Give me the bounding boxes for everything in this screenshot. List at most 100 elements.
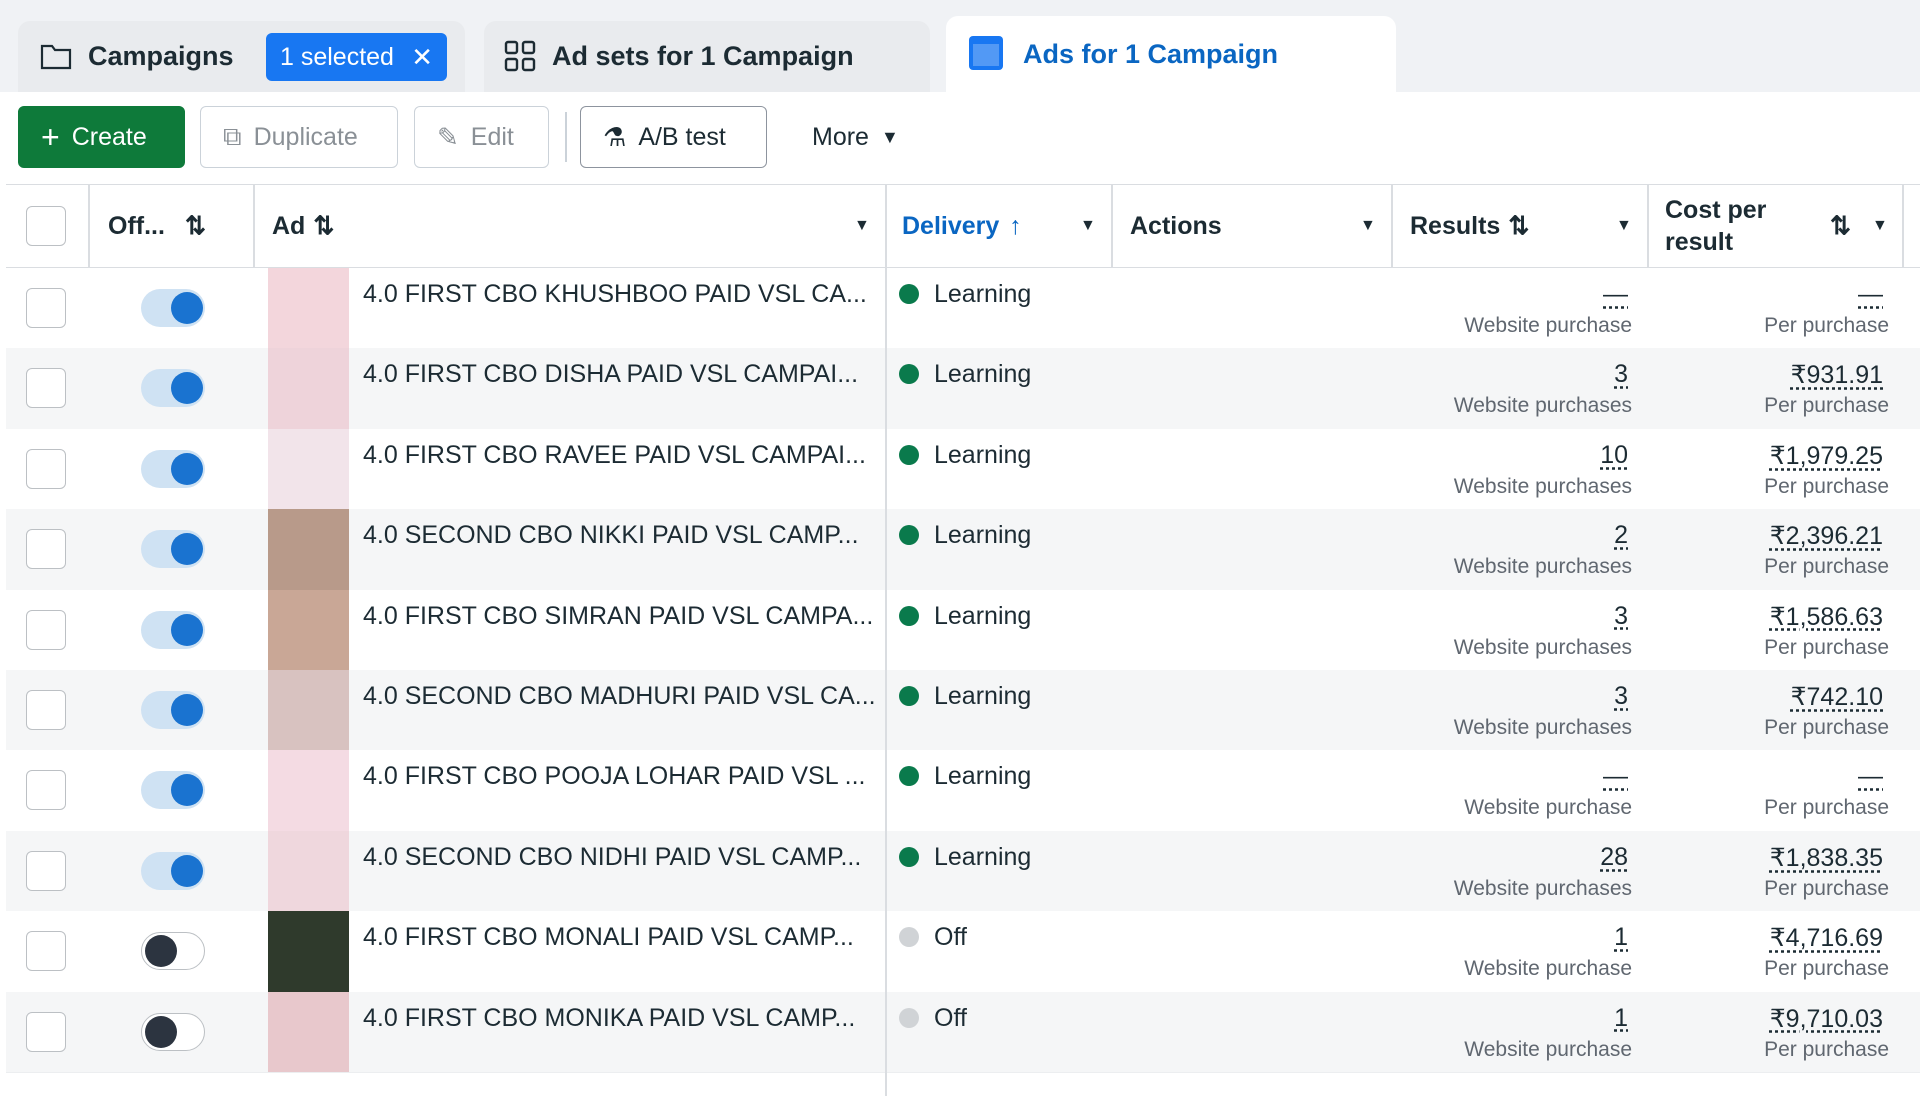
row-checkbox[interactable]: [26, 1011, 66, 1052]
edit-button[interactable]: ✎ Edit: [414, 106, 549, 168]
ad-name[interactable]: 4.0 SECOND CBO MADHURI PAID VSL CA...: [363, 682, 876, 710]
dropdown[interactable]: ▼: [1872, 217, 1888, 234]
results[interactable]: 3: [1614, 682, 1628, 710]
results[interactable]: —: [1603, 762, 1628, 791]
results[interactable]: 3: [1614, 601, 1628, 630]
dropdown[interactable]: ▼: [1616, 217, 1632, 234]
tab[interactable]: [484, 21, 930, 92]
row-checkbox[interactable]: [26, 368, 66, 409]
thumbnail: [268, 589, 349, 670]
column-divider: [1647, 184, 1649, 268]
cost-label: Per purchase: [1764, 716, 1889, 739]
row-checkbox[interactable]: [26, 770, 66, 811]
ad-name[interactable]: 4.0 SECOND CBO NIDHI PAID VSL CAMP...: [363, 842, 862, 871]
row-checkbox[interactable]: [26, 931, 66, 972]
status-dot: [899, 605, 919, 626]
tab-active[interactable]: [946, 16, 1396, 92]
ad-name[interactable]: 4.0 SECOND CBO NIKKI PAID VSL CAMP...: [363, 521, 859, 550]
column-header[interactable]: Results ⇅: [1410, 211, 1530, 241]
column-divider: [88, 184, 90, 268]
toggle-knob: [171, 613, 203, 646]
ad-name[interactable]: 4.0 FIRST CBO KHUSHBOO PAID VSL CA...: [363, 280, 867, 308]
status-dot: [899, 525, 919, 546]
toggle-knob: [145, 1015, 177, 1048]
header-text: Ad: [272, 211, 306, 240]
dropdown[interactable]: ▼: [854, 217, 870, 234]
cost[interactable]: ₹931.91: [1790, 361, 1883, 390]
cost[interactable]: ₹1,586.63: [1769, 602, 1883, 631]
header-text: Actions: [1130, 211, 1222, 240]
cost[interactable]: ₹9,710.03: [1769, 1004, 1883, 1033]
cost-label: Per purchase: [1764, 796, 1889, 820]
row-checkbox[interactable]: [26, 529, 66, 570]
cost[interactable]: ₹2,396.21: [1769, 522, 1883, 551]
header-text: Cost per result: [1665, 196, 1767, 256]
delivery: Learning: [934, 360, 1032, 389]
ad-name[interactable]: 4.0 FIRST CBO RAVEE PAID VSL CAMPAI...: [363, 440, 866, 469]
duplicate-button[interactable]: ⧉ Duplicate: [200, 106, 398, 168]
toggle-knob: [171, 452, 203, 485]
cost[interactable]: ₹1,838.35: [1769, 843, 1883, 872]
cost[interactable]: —: [1858, 280, 1883, 308]
row-checkbox[interactable]: [26, 448, 66, 489]
toggle-knob: [145, 935, 177, 968]
thumbnail: [268, 509, 349, 590]
results[interactable]: 2: [1614, 521, 1628, 550]
column-header[interactable]: Off... ⇅: [108, 211, 206, 241]
toggle-knob: [171, 774, 203, 807]
create-button[interactable]: + Create: [18, 106, 185, 168]
cost-label: Per purchase: [1764, 876, 1889, 900]
button-label: A/B test: [638, 122, 726, 151]
results[interactable]: 1: [1614, 923, 1628, 952]
row-checkbox[interactable]: [26, 850, 66, 891]
selected-badge[interactable]: 1 selected ✕: [266, 33, 447, 81]
results[interactable]: 10: [1600, 440, 1628, 469]
results[interactable]: 1: [1614, 1003, 1628, 1032]
status-dot: [899, 846, 919, 867]
cost[interactable]: —: [1858, 762, 1883, 791]
ad-name[interactable]: 4.0 FIRST CBO POOJA LOHAR PAID VSL ...: [363, 762, 866, 791]
results-label: Website purchases: [1453, 394, 1632, 418]
column-header[interactable]: Delivery ↑: [902, 211, 1022, 240]
ad-name[interactable]: 4.0 FIRST CBO DISHA PAID VSL CAMPAI...: [363, 360, 859, 389]
cost[interactable]: ₹742.10: [1790, 683, 1883, 711]
ad-name[interactable]: 4.0 FIRST CBO MONALI PAID VSL CAMP...: [363, 923, 854, 952]
results[interactable]: —: [1603, 280, 1628, 308]
row-checkbox[interactable]: [26, 288, 66, 328]
column-header[interactable]: Cost per result: [1665, 184, 1785, 268]
row-checkbox[interactable]: [26, 690, 66, 730]
header-text: Results: [1410, 211, 1501, 240]
more-button[interactable]: More ▼: [790, 106, 920, 168]
grid-icon: [504, 40, 536, 72]
results[interactable]: 3: [1614, 360, 1628, 389]
column-header[interactable]: Ad ⇅: [272, 211, 335, 241]
ads-icon: [969, 36, 1003, 70]
cost-label: Per purchase: [1764, 314, 1889, 337]
button-label: Create: [71, 122, 147, 151]
toggle-knob: [171, 533, 203, 566]
ab-test-button[interactable]: ⚗ A/B test: [580, 106, 767, 168]
column-header[interactable]: Actions: [1130, 184, 1222, 268]
cost[interactable]: ₹4,716.69: [1769, 924, 1883, 953]
cost[interactable]: ₹1,979.25: [1769, 441, 1883, 470]
select-all[interactable]: [26, 206, 66, 246]
clear-icon[interactable]: ✕: [411, 41, 433, 72]
tab-label: Ad sets for 1 Campaign: [552, 41, 854, 71]
results-label: Website purchases: [1453, 635, 1632, 659]
dropdown[interactable]: ▼: [1360, 217, 1376, 234]
ad-name[interactable]: 4.0 FIRST CBO MONIKA PAID VSL CAMP...: [363, 1003, 856, 1032]
results-label: Website purchases: [1453, 474, 1632, 498]
button-label: Edit: [470, 122, 514, 151]
cost-label: Per purchase: [1764, 555, 1889, 579]
results[interactable]: 28: [1600, 842, 1628, 871]
cost-label: Per purchase: [1764, 957, 1889, 981]
thumbnail: [268, 991, 349, 1072]
sort-icon[interactable]: ⇅: [1830, 212, 1851, 240]
delivery: Learning: [934, 842, 1032, 871]
ad-name[interactable]: 4.0 FIRST CBO SIMRAN PAID VSL CAMPA...: [363, 601, 874, 630]
thumbnail: [268, 348, 349, 429]
row-checkbox[interactable]: [26, 609, 66, 650]
dropdown[interactable]: ▼: [1080, 217, 1096, 234]
status-dot: [899, 364, 919, 385]
results-label: Website purchase: [1464, 796, 1632, 820]
